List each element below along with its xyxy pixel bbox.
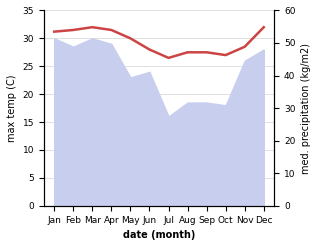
Y-axis label: max temp (C): max temp (C) [7, 74, 17, 142]
Y-axis label: med. precipitation (kg/m2): med. precipitation (kg/m2) [301, 43, 311, 174]
X-axis label: date (month): date (month) [123, 230, 195, 240]
